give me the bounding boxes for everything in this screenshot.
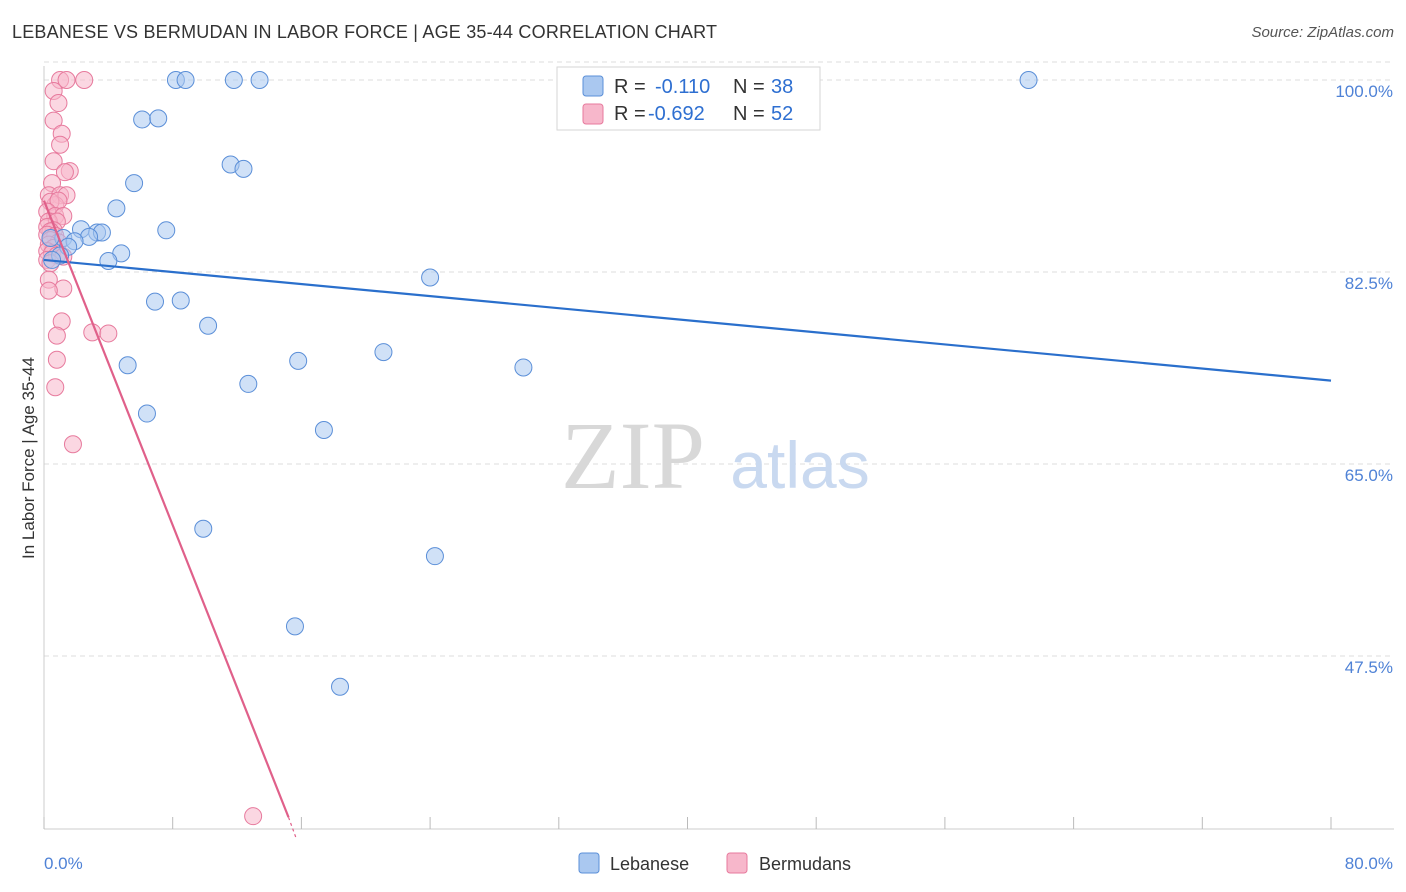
lebanese-point-4 — [1019, 71, 1038, 89]
lebanese-point-29 — [118, 356, 137, 375]
bermudans-point-46 — [46, 378, 65, 397]
lebanese-point-25 — [146, 292, 165, 311]
lebanese-point-34 — [314, 420, 333, 439]
r-value-1: -0.110 — [655, 76, 710, 98]
bermudans-point-40 — [39, 281, 58, 300]
y-tick-label-1: 65.0% — [1345, 466, 1393, 485]
bermudans-point-5 — [44, 111, 63, 130]
bermudans-trendline — [42, 200, 290, 818]
bermudans-point-4 — [49, 94, 68, 113]
stats-legend: R = -0.110 N = 38 R = -0.692 N = 52 — [556, 66, 821, 131]
r-label-1: R = — [614, 76, 646, 98]
bermudans-point-1 — [57, 71, 76, 89]
lebanese-trendline — [43, 258, 1332, 382]
r-label-2: R = — [614, 103, 646, 125]
lebanese-points — [41, 71, 1038, 696]
lebanese-point-6 — [149, 109, 168, 128]
lebanese-point-2 — [224, 71, 243, 89]
lebanese-point-5 — [133, 110, 152, 129]
x-tick-labels: 0.0% 80.0% — [44, 854, 1393, 873]
y-tick-labels: 47.5% 65.0% 82.5% 100.0% — [1335, 82, 1393, 677]
n-value-2: 52 — [771, 103, 793, 125]
lebanese-point-8 — [234, 159, 253, 178]
gridlines — [44, 61, 1394, 657]
lebanese-point-33 — [137, 404, 156, 423]
legend-lebanese-swatch — [578, 852, 600, 874]
lebanese-point-10 — [107, 199, 126, 218]
source-label: Source: ZipAtlas.com — [1251, 24, 1394, 41]
lebanese-point-26 — [171, 291, 190, 310]
lebanese-point-35 — [194, 519, 213, 538]
series-legend: Lebanese Bermudans — [578, 852, 851, 874]
lebanese-point-30 — [289, 351, 308, 370]
watermark: ZIP atlas — [561, 402, 870, 509]
lebanese-point-28 — [374, 343, 393, 362]
bermudans-point-2 — [75, 71, 94, 89]
lebanese-point-27 — [199, 316, 218, 335]
n-label-1: N = — [733, 76, 765, 98]
bermudans-point-44 — [47, 326, 66, 345]
n-value-1: 38 — [771, 76, 793, 98]
bermudans-point-45 — [47, 350, 66, 369]
y-tick-label-3: 100.0% — [1335, 82, 1393, 101]
y-tick-label-0: 47.5% — [1345, 658, 1393, 677]
r-value-2: -0.692 — [648, 103, 705, 125]
lebanese-point-3 — [250, 71, 269, 89]
watermark-zip: ZIP — [561, 402, 705, 509]
x-tick-label-1: 80.0% — [1345, 854, 1393, 873]
bermudans-point-47 — [63, 435, 82, 454]
legend-lebanese-label: Lebanese — [610, 854, 689, 874]
bermudans-point-7 — [51, 135, 70, 154]
y-tick-label-2: 82.5% — [1345, 274, 1393, 293]
lebanese-point-38 — [331, 677, 350, 696]
bermudans-point-43 — [99, 324, 118, 343]
lebanese-point-32 — [239, 374, 258, 393]
watermark-atlas: atlas — [730, 428, 869, 502]
lebanese-point-1 — [176, 71, 195, 89]
lebanese-swatch — [582, 75, 604, 97]
n-label-2: N = — [733, 103, 765, 125]
lebanese-point-36 — [425, 547, 444, 566]
bermudans-point-10 — [55, 163, 74, 182]
axes — [43, 66, 1394, 830]
chart-title: LEBANESE VS BERMUDAN IN LABOR FORCE | AG… — [12, 22, 718, 42]
bermudans-point-48 — [244, 807, 263, 826]
bermudans-point-8 — [44, 152, 63, 171]
lebanese-point-9 — [125, 174, 144, 193]
trendlines — [42, 200, 1332, 840]
lebanese-point-11 — [157, 221, 176, 240]
bermudans-points — [38, 71, 263, 826]
x-tick-label-0: 0.0% — [44, 854, 83, 873]
lebanese-point-24 — [421, 268, 440, 287]
legend-bermudans-swatch — [726, 852, 748, 874]
legend-bermudans-label: Bermudans — [759, 854, 851, 874]
bermudans-swatch — [582, 103, 604, 125]
y-axis-label: In Labor Force | Age 35-44 — [19, 357, 38, 559]
bermudans-trendline-extension — [287, 817, 298, 840]
lebanese-point-31 — [514, 358, 533, 377]
lebanese-point-37 — [285, 617, 304, 636]
